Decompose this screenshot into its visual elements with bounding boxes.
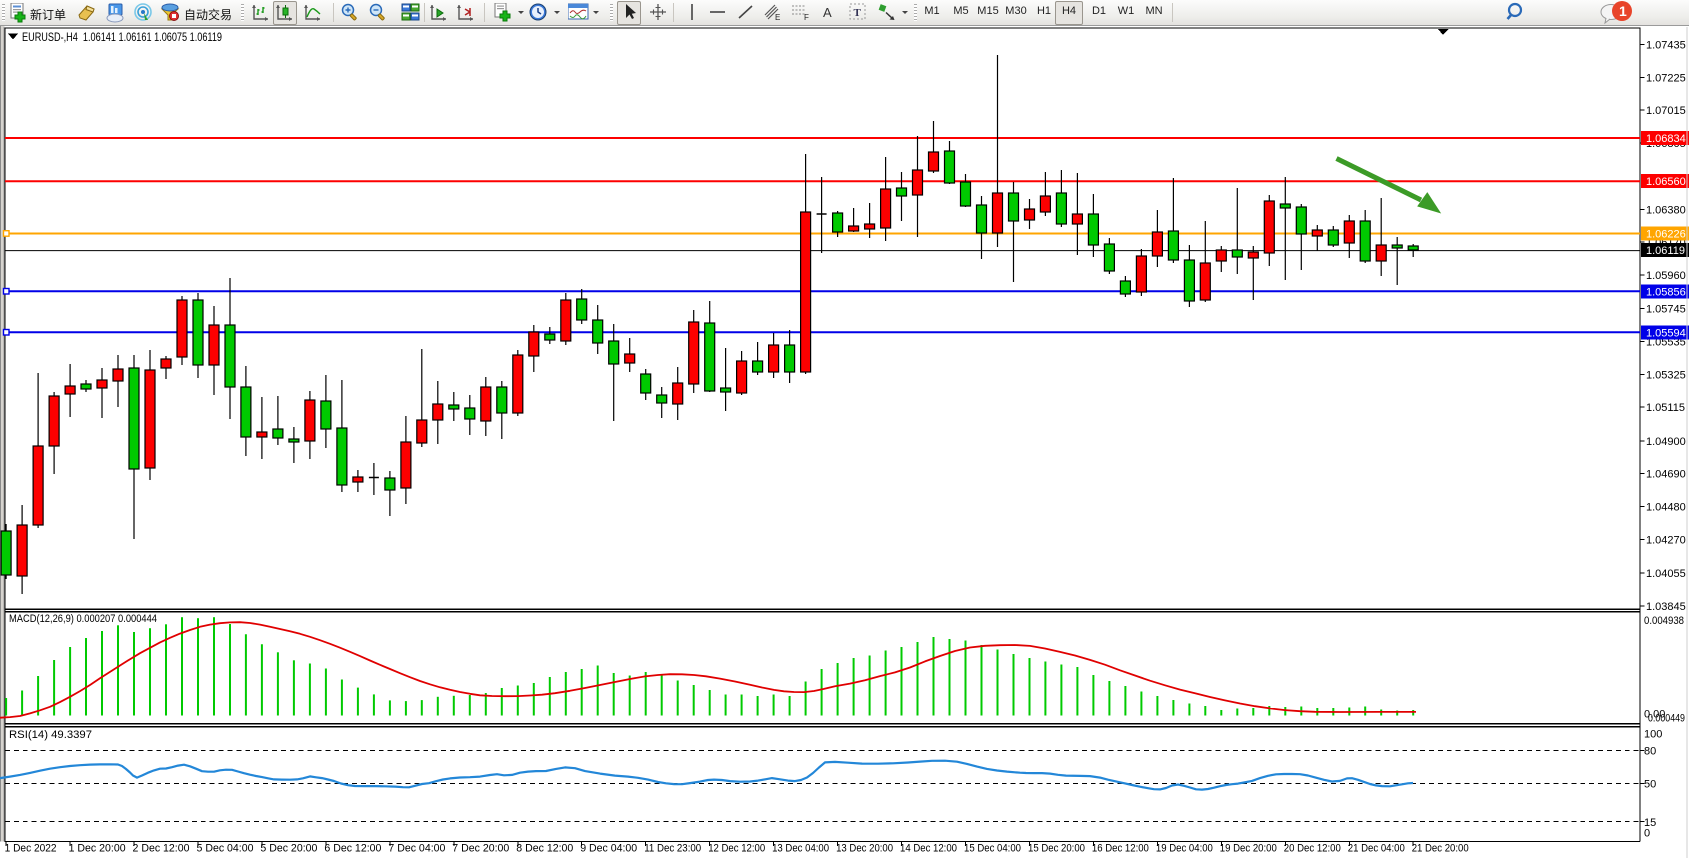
svg-text:11 Dec 23:00: 11 Dec 23:00 [644,843,701,855]
svg-text:1.06119: 1.06119 [1646,245,1685,257]
svg-text:19 Dec 04:00: 19 Dec 04:00 [1156,843,1213,855]
svg-text:15 Dec 04:00: 15 Dec 04:00 [964,843,1021,855]
svg-text:50: 50 [1644,779,1656,791]
svg-text:1.04055: 1.04055 [1646,568,1686,580]
svg-text:7 Dec 20:00: 7 Dec 20:00 [452,843,509,855]
svg-text:1.06226: 1.06226 [1646,229,1686,241]
svg-text:12 Dec 12:00: 12 Dec 12:00 [708,843,765,855]
svg-text:1.05594: 1.05594 [1646,327,1686,339]
svg-text:1.05960: 1.05960 [1646,270,1686,282]
svg-text:21 Dec 20:00: 21 Dec 20:00 [1412,843,1469,855]
svg-text:1.06560: 1.06560 [1646,176,1686,188]
svg-text:1.06834: 1.06834 [1646,133,1686,145]
svg-text:7 Dec 04:00: 7 Dec 04:00 [388,843,445,855]
svg-text:13 Dec 20:00: 13 Dec 20:00 [836,843,893,855]
svg-text:8 Dec 12:00: 8 Dec 12:00 [516,843,573,855]
svg-text:16 Dec 12:00: 16 Dec 12:00 [1092,843,1149,855]
svg-text:0.000449: 0.000449 [1648,713,1685,725]
svg-text:100: 100 [1644,729,1662,741]
svg-text:1.05856: 1.05856 [1646,286,1686,298]
svg-text:1 Dec 2022: 1 Dec 2022 [5,843,57,855]
svg-text:19 Dec 20:00: 19 Dec 20:00 [1220,843,1277,855]
svg-text:1.05535: 1.05535 [1646,337,1686,349]
svg-text:RSI(14) 49.3397: RSI(14) 49.3397 [9,729,92,741]
svg-text:6 Dec 12:00: 6 Dec 12:00 [324,843,381,855]
svg-text:21 Dec 04:00: 21 Dec 04:00 [1348,843,1405,855]
svg-text:1.04270: 1.04270 [1646,534,1686,546]
svg-text:20 Dec 12:00: 20 Dec 12:00 [1284,843,1341,855]
svg-text:F: F [804,13,809,22]
svg-text:5 Dec 20:00: 5 Dec 20:00 [260,843,317,855]
svg-text:1.05115: 1.05115 [1646,402,1685,414]
svg-text:13 Dec 04:00: 13 Dec 04:00 [772,843,829,855]
svg-text:EURUSD-,H4 1.06141 1.06161 1.: EURUSD-,H4 1.06141 1.06161 1.06075 1.061… [22,30,222,44]
svg-text:1.05325: 1.05325 [1646,369,1686,381]
svg-text:T: T [854,7,862,19]
svg-text:E: E [775,13,780,22]
svg-text:1.06380: 1.06380 [1646,204,1686,216]
svg-text:14 Dec 12:00: 14 Dec 12:00 [900,843,957,855]
svg-text:0.004938: 0.004938 [1644,615,1684,627]
svg-text:2 Dec 12:00: 2 Dec 12:00 [133,843,190,855]
svg-text:1.04480: 1.04480 [1646,502,1686,514]
svg-text:5 Dec 04:00: 5 Dec 04:00 [197,843,254,855]
svg-text:15 Dec 20:00: 15 Dec 20:00 [1028,843,1085,855]
svg-text:1.07015: 1.07015 [1646,105,1686,117]
svg-text:80: 80 [1644,746,1656,758]
svg-text:1.07225: 1.07225 [1646,72,1686,84]
svg-text:1.04900: 1.04900 [1646,436,1686,448]
svg-text:1.04690: 1.04690 [1646,469,1686,481]
svg-text:0.00: 0.00 [1644,709,1665,721]
svg-text:MACD(12,26,9) 0.000207 0.00044: MACD(12,26,9) 0.000207 0.000444 [9,613,157,625]
svg-text:0: 0 [1644,828,1650,840]
svg-text:15: 15 [1644,817,1656,829]
svg-text:9 Dec 04:00: 9 Dec 04:00 [580,843,637,855]
svg-text:1.05745: 1.05745 [1646,304,1686,316]
svg-text:1.03845: 1.03845 [1646,601,1686,613]
svg-text:1.07435: 1.07435 [1646,39,1686,51]
svg-text:1 Dec 20:00: 1 Dec 20:00 [69,843,126,855]
svg-text:1: 1 [1619,3,1627,19]
